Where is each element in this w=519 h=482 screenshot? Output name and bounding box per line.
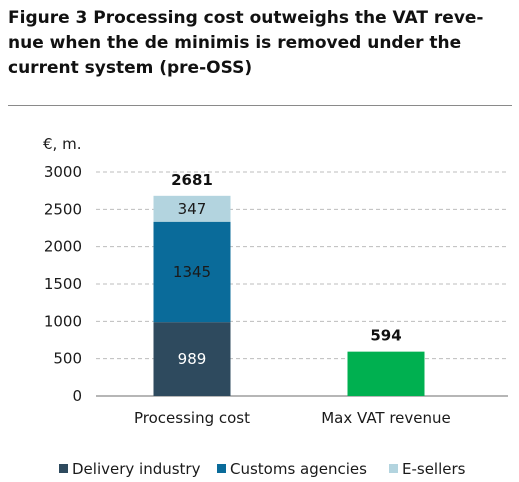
y-tick-label: 1000 xyxy=(44,312,82,330)
segment-value-label: 1345 xyxy=(173,263,211,281)
chart-title: Figure 3 Processing cost outweighs the V… xyxy=(8,6,513,81)
title-line-1: Figure 3 Processing cost outweighs the V… xyxy=(8,8,484,28)
total-value-label: 2681 xyxy=(171,171,213,189)
legend-swatch xyxy=(59,464,68,473)
bar-segment xyxy=(347,351,425,396)
y-tick-label: 3000 xyxy=(44,163,82,181)
title-line-3: current system (pre-OSS) xyxy=(8,58,253,78)
legend-label: Delivery industry xyxy=(72,460,201,478)
y-tick-label: 1500 xyxy=(44,275,82,293)
segment-value-label: 989 xyxy=(178,350,207,368)
bars: 989 1345 347 2681 594 xyxy=(153,171,425,396)
title-divider xyxy=(8,105,512,106)
x-category-label: Processing cost xyxy=(134,409,250,427)
legend-label: Customs agencies xyxy=(230,460,367,478)
y-tick-label: 2000 xyxy=(44,238,82,256)
title-line-2: nue when the de minimis is removed under… xyxy=(8,33,462,53)
x-axis-categories: Processing cost Max VAT revenue xyxy=(134,409,451,427)
y-axis-ticks: 0 500 1000 1500 2000 2500 3000 xyxy=(44,163,82,405)
legend: Delivery industry Customs agencies E-selle… xyxy=(59,460,466,478)
bar-segment xyxy=(153,322,231,396)
y-axis-unit-label: €, m. xyxy=(43,135,81,153)
bar-segment xyxy=(153,221,231,323)
legend-swatch xyxy=(217,464,226,473)
legend-swatch xyxy=(389,464,398,473)
bar-segment xyxy=(153,195,231,222)
x-category-label: Max VAT revenue xyxy=(321,409,451,427)
y-tick-label: 0 xyxy=(72,387,82,405)
y-tick-label: 2500 xyxy=(44,200,82,218)
total-value-label: 594 xyxy=(370,327,401,345)
y-tick-label: 500 xyxy=(53,350,82,368)
legend-label: E-sellers xyxy=(402,460,466,478)
segment-value-label: 347 xyxy=(178,200,207,218)
